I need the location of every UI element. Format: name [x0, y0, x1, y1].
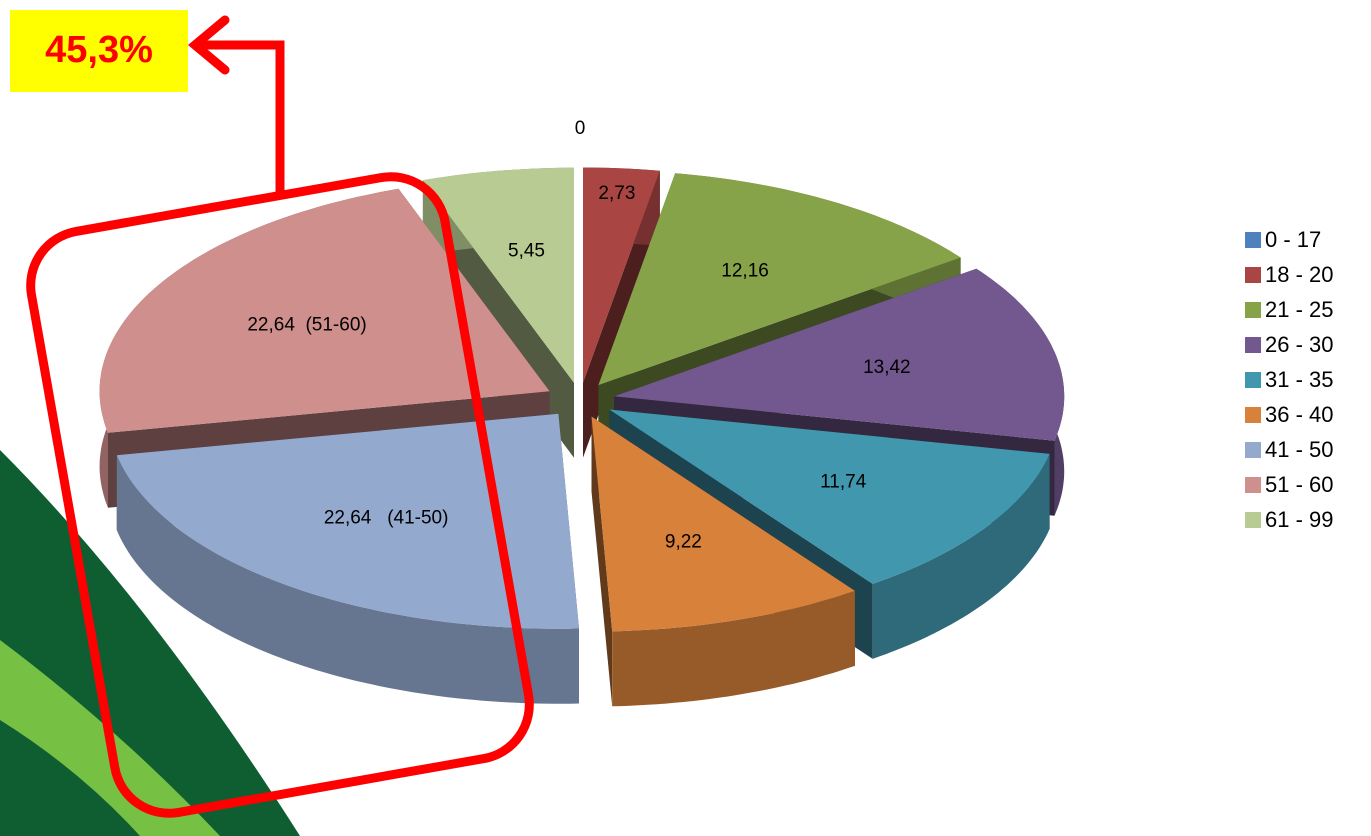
legend-swatch — [1245, 512, 1261, 528]
legend-swatch — [1245, 407, 1261, 423]
legend-swatch — [1245, 337, 1261, 353]
data-label: 0 — [575, 118, 586, 139]
slice-side — [116, 455, 580, 704]
slice-side — [872, 453, 1050, 659]
legend-label: 36 - 40 — [1265, 402, 1334, 427]
slice-side — [612, 590, 855, 707]
legend-swatch — [1245, 442, 1261, 458]
slice — [116, 413, 580, 629]
slice — [116, 413, 580, 704]
legend-label: 51 - 60 — [1265, 472, 1334, 497]
slice — [99, 188, 550, 433]
legend-swatch — [1245, 232, 1261, 248]
data-label: 11,74 — [820, 471, 867, 492]
data-label: 9,22 — [665, 531, 702, 552]
slice — [422, 167, 574, 383]
legend-label: 61 - 99 — [1265, 507, 1334, 532]
legend-label: 0 - 17 — [1265, 227, 1321, 252]
legend-swatch — [1245, 302, 1261, 318]
slice-wall — [591, 416, 613, 707]
legend-label: 41 - 50 — [1265, 437, 1334, 462]
data-label: 12,16 — [721, 261, 769, 282]
legend-label: 31 - 35 — [1265, 367, 1334, 392]
legend-swatch — [1245, 267, 1261, 283]
highlight-frame — [26, 172, 534, 818]
slice — [598, 173, 961, 386]
data-label: 13,42 — [863, 357, 911, 378]
data-label: 22,64 (51-60) — [247, 314, 366, 335]
legend: 0 - 17 18 - 20 21 - 25 26 - 30 31 - 35 36 - 4… — [1245, 227, 1334, 532]
slice — [591, 416, 855, 707]
slice — [614, 268, 1065, 441]
slice — [591, 416, 855, 632]
annotation-box — [10, 10, 188, 92]
annotation: 45,3% — [45, 29, 153, 71]
legend-swatch — [1245, 372, 1261, 388]
legend-label: 21 - 25 — [1265, 297, 1334, 322]
pie: 0 2,73 12,16 13,42 11,74 9,22 22,64 (41-50) 22,… — [99, 118, 1065, 707]
legend-label: 18 - 20 — [1265, 262, 1334, 287]
slice — [609, 409, 1050, 584]
data-label: 2,73 — [598, 183, 635, 204]
slice — [583, 167, 660, 383]
data-label: 5,45 — [508, 240, 545, 261]
arrow — [200, 40, 285, 195]
legend-label: 26 - 30 — [1265, 332, 1334, 357]
arrow-head — [187, 15, 230, 75]
data-label: 22,64 (41-50) — [324, 508, 449, 529]
legend-swatch — [1245, 477, 1261, 493]
